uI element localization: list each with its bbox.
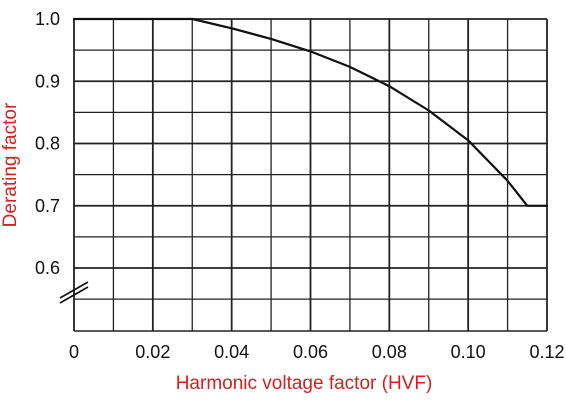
x-tick-label: 0.08 [372,342,407,362]
y-tick-label: 0.8 [35,134,60,154]
y-axis-break-mark [59,281,89,304]
x-axis-label: Harmonic voltage factor (HVF) [176,373,433,394]
x-tick-label: 0.04 [214,342,249,362]
y-axis-label: Derating factor [0,102,21,227]
series-group [72,17,549,207]
y-tick-label: 1.0 [35,9,60,29]
x-tick-labels: 0 0.02 0.04 0.06 0.08 0.10 0.12 [69,342,565,362]
x-tick-label: 0 [69,342,79,362]
y-tick-labels: 1.0 0.9 0.8 0.7 0.6 [35,9,60,278]
x-tick-label: 0.06 [293,342,328,362]
y-tick-label: 0.7 [35,196,60,216]
x-tick-label: 0.12 [529,342,564,362]
y-tick-label: 0.9 [35,71,60,91]
y-tick-label: 0.6 [35,258,60,278]
x-tick-label: 0.02 [135,342,170,362]
x-tick-label: 0.10 [451,342,486,362]
derating-curve [72,17,549,207]
grid-lines [73,18,548,332]
